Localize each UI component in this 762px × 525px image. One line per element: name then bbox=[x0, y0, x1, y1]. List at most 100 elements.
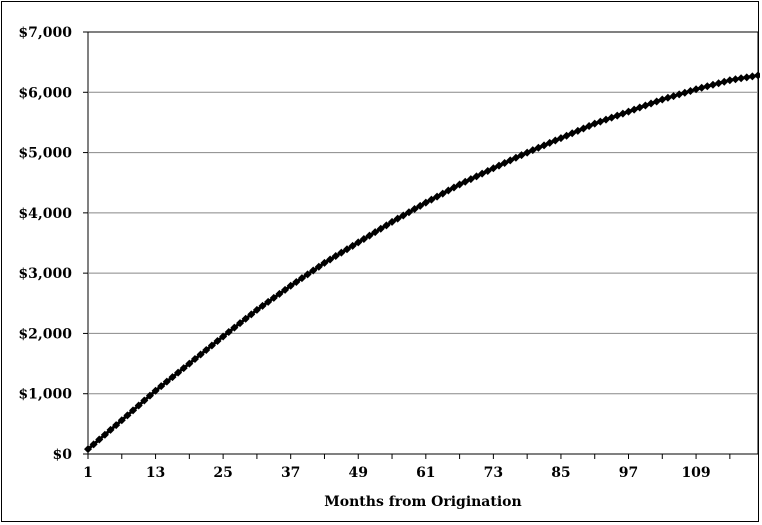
data-point-marker bbox=[89, 440, 98, 449]
x-axis-ticks: 1 13 25 37 49 61 73 85 97 109 bbox=[83, 454, 731, 481]
data-point-marker bbox=[720, 77, 729, 86]
data-point-marker bbox=[174, 368, 183, 377]
y-tick-label: $5,000 bbox=[18, 146, 72, 162]
y-tick-label: $0 bbox=[53, 447, 73, 463]
x-tick-label: 13 bbox=[146, 465, 165, 481]
data-point-marker bbox=[410, 205, 419, 214]
x-tick-label: 37 bbox=[281, 465, 300, 481]
data-point-marker bbox=[320, 258, 329, 267]
data-point-marker bbox=[230, 323, 239, 332]
data-point-marker bbox=[455, 180, 464, 189]
data-point-marker bbox=[382, 221, 391, 230]
data-point-marker bbox=[354, 238, 363, 247]
data-point-marker bbox=[371, 228, 380, 237]
data-point-marker bbox=[258, 301, 267, 310]
data-point-marker bbox=[444, 186, 453, 195]
data-point-marker bbox=[697, 83, 706, 92]
data-point-marker bbox=[151, 386, 160, 395]
data-point-marker bbox=[117, 416, 126, 425]
gridlines bbox=[88, 91, 758, 395]
data-point-marker bbox=[185, 359, 194, 368]
data-point-marker bbox=[252, 305, 261, 314]
data-point-marker bbox=[703, 82, 712, 91]
x-tick-label: 85 bbox=[551, 465, 570, 481]
data-point-marker bbox=[337, 248, 346, 257]
y-tick-label: $1,000 bbox=[18, 387, 72, 403]
data-point-marker bbox=[134, 401, 143, 410]
data-point-marker bbox=[523, 148, 532, 157]
data-point-marker bbox=[466, 175, 475, 184]
data-point-marker bbox=[433, 192, 442, 201]
data-point-marker bbox=[737, 74, 746, 83]
data-point-marker bbox=[388, 217, 397, 226]
data-point-marker bbox=[692, 85, 701, 94]
series-group bbox=[84, 71, 760, 454]
x-tick-label: 49 bbox=[349, 465, 368, 481]
data-point-marker bbox=[123, 411, 132, 420]
data-point-marker bbox=[427, 195, 436, 204]
data-point-marker bbox=[489, 164, 498, 173]
data-point-marker bbox=[365, 231, 374, 240]
data-point-marker bbox=[562, 131, 571, 140]
data-point-marker bbox=[376, 224, 385, 233]
x-tick-label: 1 bbox=[83, 465, 93, 481]
data-point-marker bbox=[196, 350, 205, 359]
data-point-marker bbox=[264, 297, 273, 306]
data-point-marker bbox=[281, 285, 290, 294]
data-point-marker bbox=[517, 151, 526, 160]
data-point-marker bbox=[528, 146, 537, 155]
data-point-marker bbox=[404, 208, 413, 217]
data-point-marker bbox=[348, 241, 357, 250]
data-point-marker bbox=[495, 161, 504, 170]
data-point-marker bbox=[573, 126, 582, 135]
x-tick-label: 109 bbox=[681, 465, 710, 481]
data-point-marker bbox=[326, 255, 335, 264]
data-point-marker bbox=[556, 134, 565, 143]
data-point-marker bbox=[461, 177, 470, 186]
data-point-marker bbox=[241, 314, 250, 323]
data-point-marker bbox=[545, 138, 554, 147]
data-point-marker bbox=[100, 430, 109, 439]
data-point-marker bbox=[224, 328, 233, 337]
data-point-marker bbox=[202, 346, 211, 355]
data-point-marker bbox=[731, 75, 740, 84]
data-point-marker bbox=[579, 124, 588, 133]
data-point-marker bbox=[708, 80, 717, 89]
data-point-marker bbox=[269, 293, 278, 302]
data-point-marker bbox=[309, 266, 318, 275]
data-point-marker bbox=[292, 277, 301, 286]
data-point-marker bbox=[247, 310, 256, 319]
x-tick-label: 61 bbox=[416, 465, 435, 481]
data-point-marker bbox=[112, 421, 121, 430]
x-tick-label: 25 bbox=[213, 465, 232, 481]
data-point-marker bbox=[314, 262, 323, 271]
data-point-marker bbox=[236, 319, 245, 328]
x-tick-label: 73 bbox=[484, 465, 503, 481]
data-point-marker bbox=[714, 79, 723, 88]
y-tick-label: $2,000 bbox=[18, 326, 72, 342]
data-point-marker bbox=[207, 341, 216, 350]
y-tick-label: $7,000 bbox=[18, 25, 72, 41]
y-tick-label: $3,000 bbox=[18, 266, 72, 282]
y-tick-label: $6,000 bbox=[18, 85, 72, 101]
data-point-marker bbox=[145, 391, 154, 400]
data-point-marker bbox=[275, 289, 284, 298]
data-point-marker bbox=[84, 445, 92, 454]
data-point-marker bbox=[190, 355, 199, 364]
y-tick-label: $4,000 bbox=[18, 206, 72, 222]
data-point-marker bbox=[748, 72, 757, 81]
data-point-marker bbox=[219, 332, 228, 341]
data-point-marker bbox=[331, 252, 340, 261]
data-point-marker bbox=[754, 71, 760, 80]
data-point-marker bbox=[106, 425, 115, 434]
data-point-marker bbox=[500, 159, 509, 168]
data-point-marker bbox=[140, 396, 149, 405]
data-point-marker bbox=[449, 183, 458, 192]
data-point-marker bbox=[399, 211, 408, 220]
data-point-marker bbox=[483, 166, 492, 175]
data-point-marker bbox=[568, 129, 577, 138]
data-point-marker bbox=[506, 156, 515, 165]
y-axis-ticks: $0 $1,000 $2,000 $3,000 $4,000 $5,000 $6,000 $7… bbox=[18, 25, 88, 463]
